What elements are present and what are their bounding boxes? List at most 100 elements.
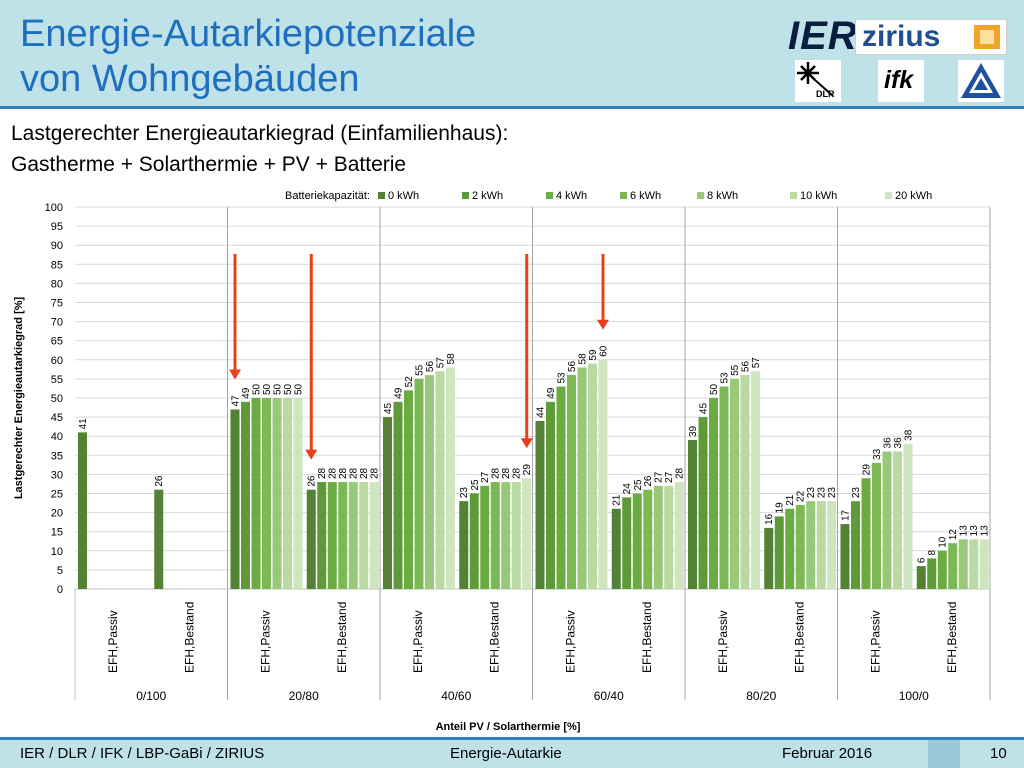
bar: [958, 539, 968, 589]
y-tick-label: 50: [51, 393, 63, 405]
y-tick-label: 80: [51, 278, 63, 290]
data-label: 6: [917, 557, 928, 563]
university-logo: [958, 60, 1004, 102]
data-label: 23: [851, 487, 862, 499]
chart-heading: Lastgerechter Energieautarkiegrad (Einfa…: [11, 118, 508, 180]
dlr-logo-text: DLR: [816, 89, 835, 99]
annotation-arrowhead: [305, 449, 318, 460]
data-label: 26: [643, 475, 654, 487]
zirius-logo-mark-inner: [980, 30, 994, 44]
data-label: 45: [383, 403, 394, 415]
data-label: 50: [283, 383, 294, 395]
bar: [154, 489, 164, 589]
data-label: 58: [446, 353, 457, 365]
data-label: 12: [948, 529, 959, 541]
y-tick-label: 75: [51, 298, 63, 310]
data-label: 28: [328, 467, 339, 479]
bar: [979, 539, 989, 589]
bar: [872, 462, 881, 589]
annotation-arrowhead: [229, 369, 241, 380]
y-tick-label: 5: [57, 565, 63, 577]
bar: [577, 367, 587, 589]
slide-title: Energie-Autarkiepotenziale von Wohngebäu…: [20, 12, 476, 102]
data-label: 60: [599, 345, 610, 357]
bar: [827, 501, 837, 589]
y-tick-label: 90: [51, 240, 63, 252]
data-label: 27: [654, 471, 665, 483]
bar: [78, 432, 87, 589]
bar: [480, 485, 490, 589]
group-label: 0/100: [136, 689, 166, 703]
bar: [861, 478, 871, 589]
bar: [674, 482, 684, 589]
ier-logo: IER: [788, 14, 858, 58]
data-label: 10: [938, 536, 949, 548]
data-label: 29: [862, 464, 873, 476]
header-rule: [0, 106, 1024, 109]
bar: [795, 504, 805, 589]
data-label: 28: [349, 467, 360, 479]
data-label: 27: [480, 471, 491, 483]
y-tick-label: 95: [51, 221, 63, 233]
y-tick-label: 0: [57, 584, 63, 596]
group-label: 20/80: [289, 689, 319, 703]
data-label: 57: [751, 357, 762, 369]
title-line-1: Energie-Autarkiepotenziale: [20, 13, 477, 55]
y-tick-label: 10: [51, 546, 63, 558]
footer-partners: IER / DLR / IFK / LBP-GaBi / ZIRIUS: [20, 745, 265, 762]
data-label: 19: [775, 502, 786, 514]
autarky-bar-chart: 0 5 10 15 20 25 30 35 40 45 50 55 60 65 70 75 80 85 90 95 10…: [13, 190, 991, 733]
bar: [359, 482, 369, 589]
data-label: 28: [501, 467, 512, 479]
data-label: 41: [78, 418, 89, 430]
data-label: 28: [338, 467, 349, 479]
data-label: 28: [675, 467, 686, 479]
title-line-2: von Wohngebäuden: [20, 58, 360, 100]
data-label: 49: [394, 387, 405, 399]
data-label: 57: [436, 357, 447, 369]
legend-label: 8 kWh: [707, 190, 738, 202]
legend-label: 6 kWh: [630, 190, 661, 202]
slide-footer: IER / DLR / IFK / LBP-GaBi / ZIRIUS Ener…: [0, 740, 1024, 768]
legend-swatch: [885, 192, 892, 199]
y-tick-label: 30: [51, 469, 63, 481]
y-tick-label: 100: [45, 202, 63, 214]
data-label: 28: [359, 467, 370, 479]
bar: [262, 398, 271, 589]
bar: [404, 390, 413, 589]
bar: [588, 363, 597, 589]
y-tick-label: 45: [51, 412, 63, 424]
data-label: 33: [872, 448, 883, 460]
data-label: 27: [664, 471, 675, 483]
data-label: 17: [841, 509, 852, 521]
bar: [459, 501, 469, 589]
legend-swatch: [462, 192, 469, 199]
legend-swatch: [620, 192, 627, 199]
bar: [622, 497, 632, 589]
category-label: EFH,Bestand: [335, 602, 349, 673]
category-label: EFH,Bestand: [487, 602, 501, 673]
legend-label: 2 kWh: [472, 190, 503, 202]
bar: [730, 378, 739, 589]
bar: [338, 482, 348, 589]
data-label: 28: [491, 467, 502, 479]
data-label: 16: [764, 513, 775, 525]
bar: [283, 398, 292, 589]
y-tick-label: 65: [51, 336, 63, 348]
y-tick-label: 20: [51, 508, 63, 520]
bar: [643, 489, 653, 589]
bar: [688, 440, 697, 589]
page-number-box: [928, 740, 960, 768]
bar: [598, 359, 608, 589]
bar: [927, 558, 937, 589]
bar: [698, 417, 708, 589]
data-label: 26: [154, 475, 165, 487]
footer-date: Februar 2016: [782, 745, 873, 762]
data-label: 13: [959, 525, 970, 537]
bar: [251, 398, 261, 589]
legend-swatch: [378, 192, 385, 199]
bar: [414, 378, 424, 589]
data-label: 56: [741, 361, 752, 373]
data-label: 36: [883, 437, 894, 449]
data-label: 8: [927, 549, 938, 555]
